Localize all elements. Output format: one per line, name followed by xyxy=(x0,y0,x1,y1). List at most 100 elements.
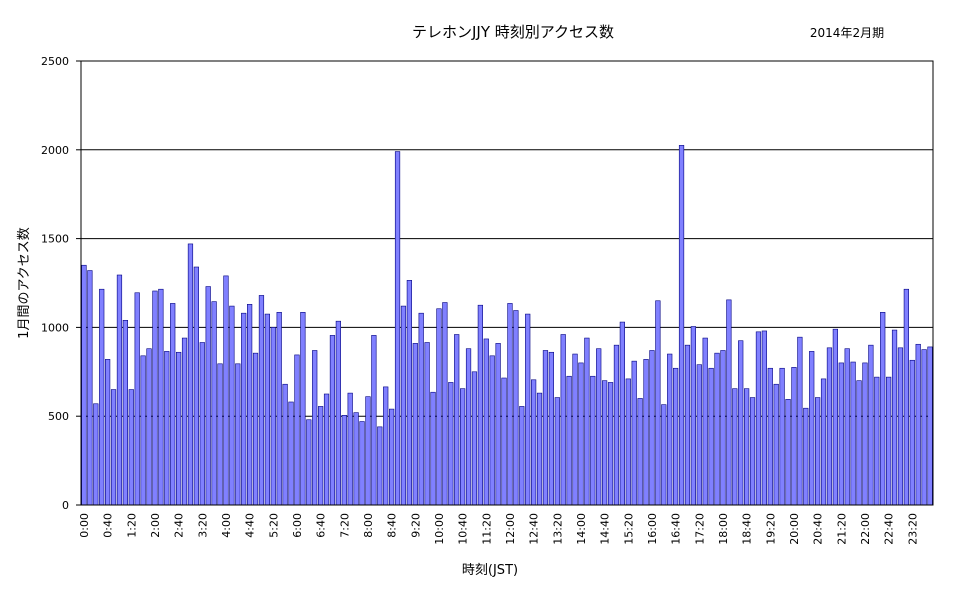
y-tick-label: 2500 xyxy=(41,55,69,68)
bar xyxy=(791,367,797,506)
bar xyxy=(826,347,833,506)
bar xyxy=(572,353,578,506)
bar xyxy=(424,342,430,506)
bar xyxy=(696,364,702,506)
bar xyxy=(359,421,365,506)
bar xyxy=(300,312,306,506)
bar xyxy=(649,350,655,506)
x-tick-label: 23:20 xyxy=(906,513,919,545)
bar xyxy=(838,362,844,506)
x-tick-label: 8:40 xyxy=(386,513,399,538)
bar xyxy=(460,388,466,506)
bar xyxy=(199,342,205,506)
bar xyxy=(613,344,620,506)
y-tick-labels: 0 500 1000 1500 2000 2500 xyxy=(41,55,69,512)
bar xyxy=(81,264,87,506)
bar xyxy=(347,392,353,506)
bar xyxy=(856,380,862,506)
x-tick-label: 0:40 xyxy=(102,513,115,538)
bar xyxy=(850,361,856,506)
bar xyxy=(205,286,211,506)
bar xyxy=(270,327,276,506)
bar xyxy=(365,396,371,506)
bar xyxy=(507,303,513,506)
bar xyxy=(258,295,265,506)
x-tick-label: 15:20 xyxy=(622,513,635,545)
gridlines xyxy=(81,149,933,417)
bar xyxy=(116,274,123,506)
bar xyxy=(536,392,543,506)
bar xyxy=(247,304,253,506)
bar xyxy=(554,397,560,506)
x-tick-label: 18:00 xyxy=(717,513,730,545)
x-tick-label: 20:40 xyxy=(812,513,825,545)
bar xyxy=(803,407,809,506)
bar xyxy=(880,312,886,506)
bar xyxy=(749,397,756,506)
bar xyxy=(915,343,921,506)
x-tick-label: 2:40 xyxy=(173,513,186,538)
y-tick-label: 500 xyxy=(48,410,69,423)
bar xyxy=(809,351,815,506)
bar xyxy=(732,388,738,506)
x-tick-label: 21:20 xyxy=(835,513,848,545)
bar xyxy=(477,304,483,506)
bar xyxy=(400,305,407,506)
x-tick-label: 6:00 xyxy=(291,513,304,538)
bar xyxy=(294,354,300,506)
bar xyxy=(430,391,436,506)
bar xyxy=(548,351,554,506)
bar xyxy=(531,379,537,506)
bar xyxy=(406,280,412,506)
bar xyxy=(99,288,105,506)
bar xyxy=(631,360,637,506)
bar xyxy=(886,376,892,506)
bar xyxy=(187,243,194,506)
bar xyxy=(702,337,708,506)
bar xyxy=(874,376,880,506)
plot-border xyxy=(80,60,934,506)
bar xyxy=(909,359,915,506)
x-tick-label: 22:00 xyxy=(859,513,872,545)
bar xyxy=(323,393,330,506)
bar xyxy=(170,303,176,506)
chart-title: テレホンJJY 時刻別アクセス数 xyxy=(412,23,614,41)
bar xyxy=(590,375,596,506)
x-tick-label: 3:20 xyxy=(196,513,209,538)
x-tick-label: 18:40 xyxy=(741,513,754,545)
bar xyxy=(241,312,247,506)
bar xyxy=(720,350,726,506)
bar xyxy=(229,305,235,506)
bar xyxy=(513,310,519,506)
bar xyxy=(495,343,501,506)
bar xyxy=(661,404,667,506)
bar xyxy=(176,351,182,506)
bar xyxy=(110,389,117,506)
bar xyxy=(418,312,424,506)
bar xyxy=(566,375,572,506)
bar xyxy=(767,367,773,506)
bar xyxy=(122,319,128,506)
bar xyxy=(312,350,318,506)
bar xyxy=(684,344,691,506)
bar xyxy=(779,367,785,506)
x-tick-label: 12:40 xyxy=(528,513,541,545)
bar xyxy=(128,389,134,506)
bar xyxy=(678,145,685,506)
bar xyxy=(193,266,199,506)
x-tick-label: 10:00 xyxy=(433,513,446,545)
y-tick-label: 2000 xyxy=(41,144,69,157)
bar xyxy=(602,380,608,506)
bar xyxy=(264,313,270,506)
bar xyxy=(318,406,324,506)
bar xyxy=(560,334,566,506)
x-tick-label: 5:20 xyxy=(267,513,280,538)
bar xyxy=(525,313,531,506)
axes xyxy=(76,60,934,506)
x-tick-label: 11:20 xyxy=(480,513,493,545)
bar xyxy=(282,383,288,506)
bar xyxy=(607,382,614,506)
bar xyxy=(152,290,158,506)
bar xyxy=(341,415,347,506)
